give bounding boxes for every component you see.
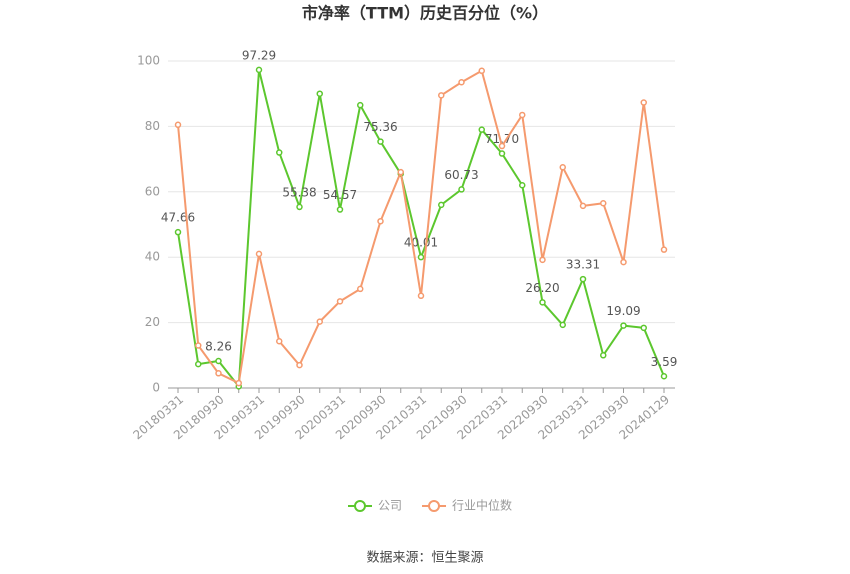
point xyxy=(316,90,323,97)
point xyxy=(255,66,263,74)
point xyxy=(357,101,364,109)
legend-marker xyxy=(428,500,441,512)
source: 数据来源：恒生聚源 xyxy=(366,551,483,566)
series-line xyxy=(177,69,665,385)
point xyxy=(397,168,404,176)
point xyxy=(478,67,485,75)
legend-marker xyxy=(354,500,366,512)
point xyxy=(579,275,587,283)
point xyxy=(458,186,465,193)
y-tick-label: 40 xyxy=(145,250,160,264)
point xyxy=(640,99,647,106)
point xyxy=(559,321,566,329)
data-label: 8.26 xyxy=(205,339,232,353)
point xyxy=(336,298,344,305)
point xyxy=(519,111,526,119)
data-label: 75.36 xyxy=(363,120,397,134)
point xyxy=(478,126,485,133)
point xyxy=(539,299,546,306)
point xyxy=(600,199,607,207)
legend-label[interactable]: 行业中位数 xyxy=(452,498,512,513)
point xyxy=(174,228,182,236)
point xyxy=(519,182,526,189)
point xyxy=(377,138,384,145)
data-label: 33.31 xyxy=(566,258,600,272)
series-line xyxy=(177,69,665,390)
point xyxy=(539,256,546,264)
point xyxy=(296,203,303,211)
point xyxy=(498,142,506,150)
point xyxy=(357,285,364,293)
y-tick-label: 0 xyxy=(152,381,160,395)
point xyxy=(417,253,425,261)
point xyxy=(579,202,587,210)
chart-title: 市净率（TTM）历史百分位（%） xyxy=(302,4,548,23)
point xyxy=(458,79,465,86)
data-label: 54.57 xyxy=(323,188,357,202)
y-tick-label: 20 xyxy=(145,315,160,329)
point xyxy=(600,352,607,359)
point xyxy=(640,324,647,332)
data-label: 40.01 xyxy=(404,236,438,250)
point xyxy=(498,150,506,157)
y-tick-label: 80 xyxy=(145,119,160,133)
data-label: 47.66 xyxy=(161,211,195,225)
point xyxy=(660,373,668,380)
point xyxy=(660,246,668,253)
point xyxy=(438,92,445,99)
data-label: 19.09 xyxy=(606,304,640,318)
data-label: 3.59 xyxy=(651,355,678,369)
point xyxy=(215,370,222,377)
y-tick-label: 60 xyxy=(145,184,160,198)
data-label: 55.38 xyxy=(282,185,316,199)
point xyxy=(438,201,445,209)
data-label: 26.20 xyxy=(525,281,559,295)
point xyxy=(336,206,344,213)
data-label: 97.29 xyxy=(242,48,276,62)
point xyxy=(255,250,263,258)
point xyxy=(296,361,303,369)
point xyxy=(174,121,182,129)
point xyxy=(276,149,283,156)
legend-label[interactable]: 公司 xyxy=(378,499,402,513)
data-label: 71.70 xyxy=(485,132,519,146)
point xyxy=(195,342,202,349)
point xyxy=(276,337,283,345)
point xyxy=(620,322,627,329)
point xyxy=(417,292,425,300)
y-tick-label: 100 xyxy=(137,54,160,68)
point xyxy=(377,217,384,225)
data-label: 60.73 xyxy=(444,168,478,182)
point xyxy=(235,379,242,387)
point xyxy=(195,360,202,368)
point xyxy=(559,164,566,171)
point xyxy=(316,318,323,325)
point xyxy=(620,258,627,266)
point xyxy=(215,357,222,365)
